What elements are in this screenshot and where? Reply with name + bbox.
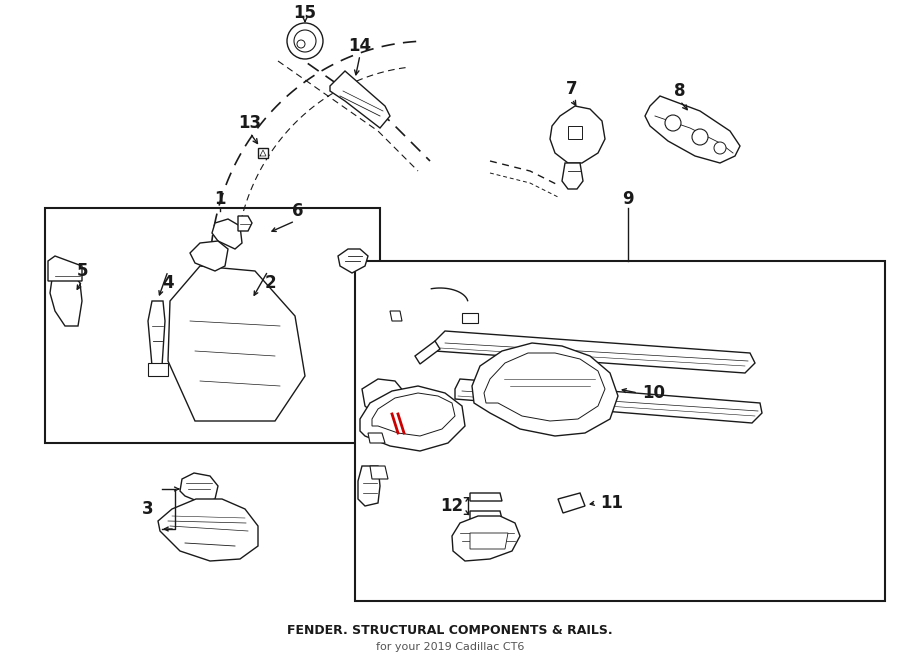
- Polygon shape: [645, 96, 740, 163]
- Polygon shape: [362, 379, 408, 423]
- Polygon shape: [462, 313, 478, 323]
- Polygon shape: [168, 266, 305, 421]
- Polygon shape: [484, 353, 605, 421]
- Polygon shape: [358, 466, 380, 506]
- Text: 12: 12: [440, 497, 464, 515]
- Circle shape: [297, 40, 305, 48]
- Text: 4: 4: [162, 274, 174, 292]
- Text: 15: 15: [293, 4, 317, 22]
- Polygon shape: [238, 216, 252, 231]
- Polygon shape: [472, 343, 618, 436]
- Text: 14: 14: [348, 37, 372, 55]
- Polygon shape: [190, 241, 228, 271]
- Polygon shape: [558, 493, 585, 513]
- Bar: [355, 261, 885, 601]
- Text: 1: 1: [214, 190, 226, 208]
- Bar: [45, 208, 380, 443]
- Polygon shape: [212, 219, 242, 249]
- Polygon shape: [158, 499, 258, 561]
- Text: 2: 2: [265, 274, 275, 292]
- Text: FENDER. STRUCTURAL COMPONENTS & RAILS.: FENDER. STRUCTURAL COMPONENTS & RAILS.: [287, 625, 613, 637]
- Polygon shape: [368, 433, 385, 443]
- Text: 8: 8: [674, 82, 686, 100]
- Polygon shape: [370, 466, 388, 479]
- Polygon shape: [148, 363, 168, 376]
- Circle shape: [294, 30, 316, 52]
- Polygon shape: [258, 148, 268, 158]
- Polygon shape: [50, 271, 82, 326]
- Polygon shape: [550, 106, 605, 163]
- Polygon shape: [372, 393, 455, 436]
- Text: 7: 7: [566, 80, 578, 98]
- Circle shape: [714, 142, 726, 154]
- Text: 10: 10: [643, 384, 665, 402]
- Polygon shape: [148, 301, 165, 366]
- Text: for your 2019 Cadillac CT6: for your 2019 Cadillac CT6: [376, 642, 524, 652]
- Polygon shape: [452, 516, 520, 561]
- Polygon shape: [360, 386, 465, 451]
- Text: 13: 13: [238, 114, 262, 132]
- Polygon shape: [390, 311, 402, 321]
- Circle shape: [692, 129, 708, 145]
- Polygon shape: [330, 71, 390, 128]
- Polygon shape: [470, 493, 502, 501]
- Text: 5: 5: [76, 262, 88, 280]
- Polygon shape: [568, 126, 582, 139]
- Circle shape: [665, 115, 681, 131]
- Polygon shape: [48, 256, 82, 281]
- Text: 9: 9: [622, 190, 634, 208]
- Polygon shape: [470, 511, 502, 519]
- Text: 3: 3: [142, 500, 154, 518]
- Polygon shape: [435, 331, 755, 373]
- Polygon shape: [180, 473, 218, 503]
- Text: 11: 11: [600, 494, 624, 512]
- Text: 6: 6: [292, 202, 304, 220]
- Polygon shape: [415, 341, 440, 364]
- Polygon shape: [455, 379, 762, 423]
- Polygon shape: [562, 163, 583, 189]
- Polygon shape: [480, 543, 495, 556]
- Polygon shape: [470, 533, 508, 549]
- Polygon shape: [338, 249, 368, 273]
- Circle shape: [287, 23, 323, 59]
